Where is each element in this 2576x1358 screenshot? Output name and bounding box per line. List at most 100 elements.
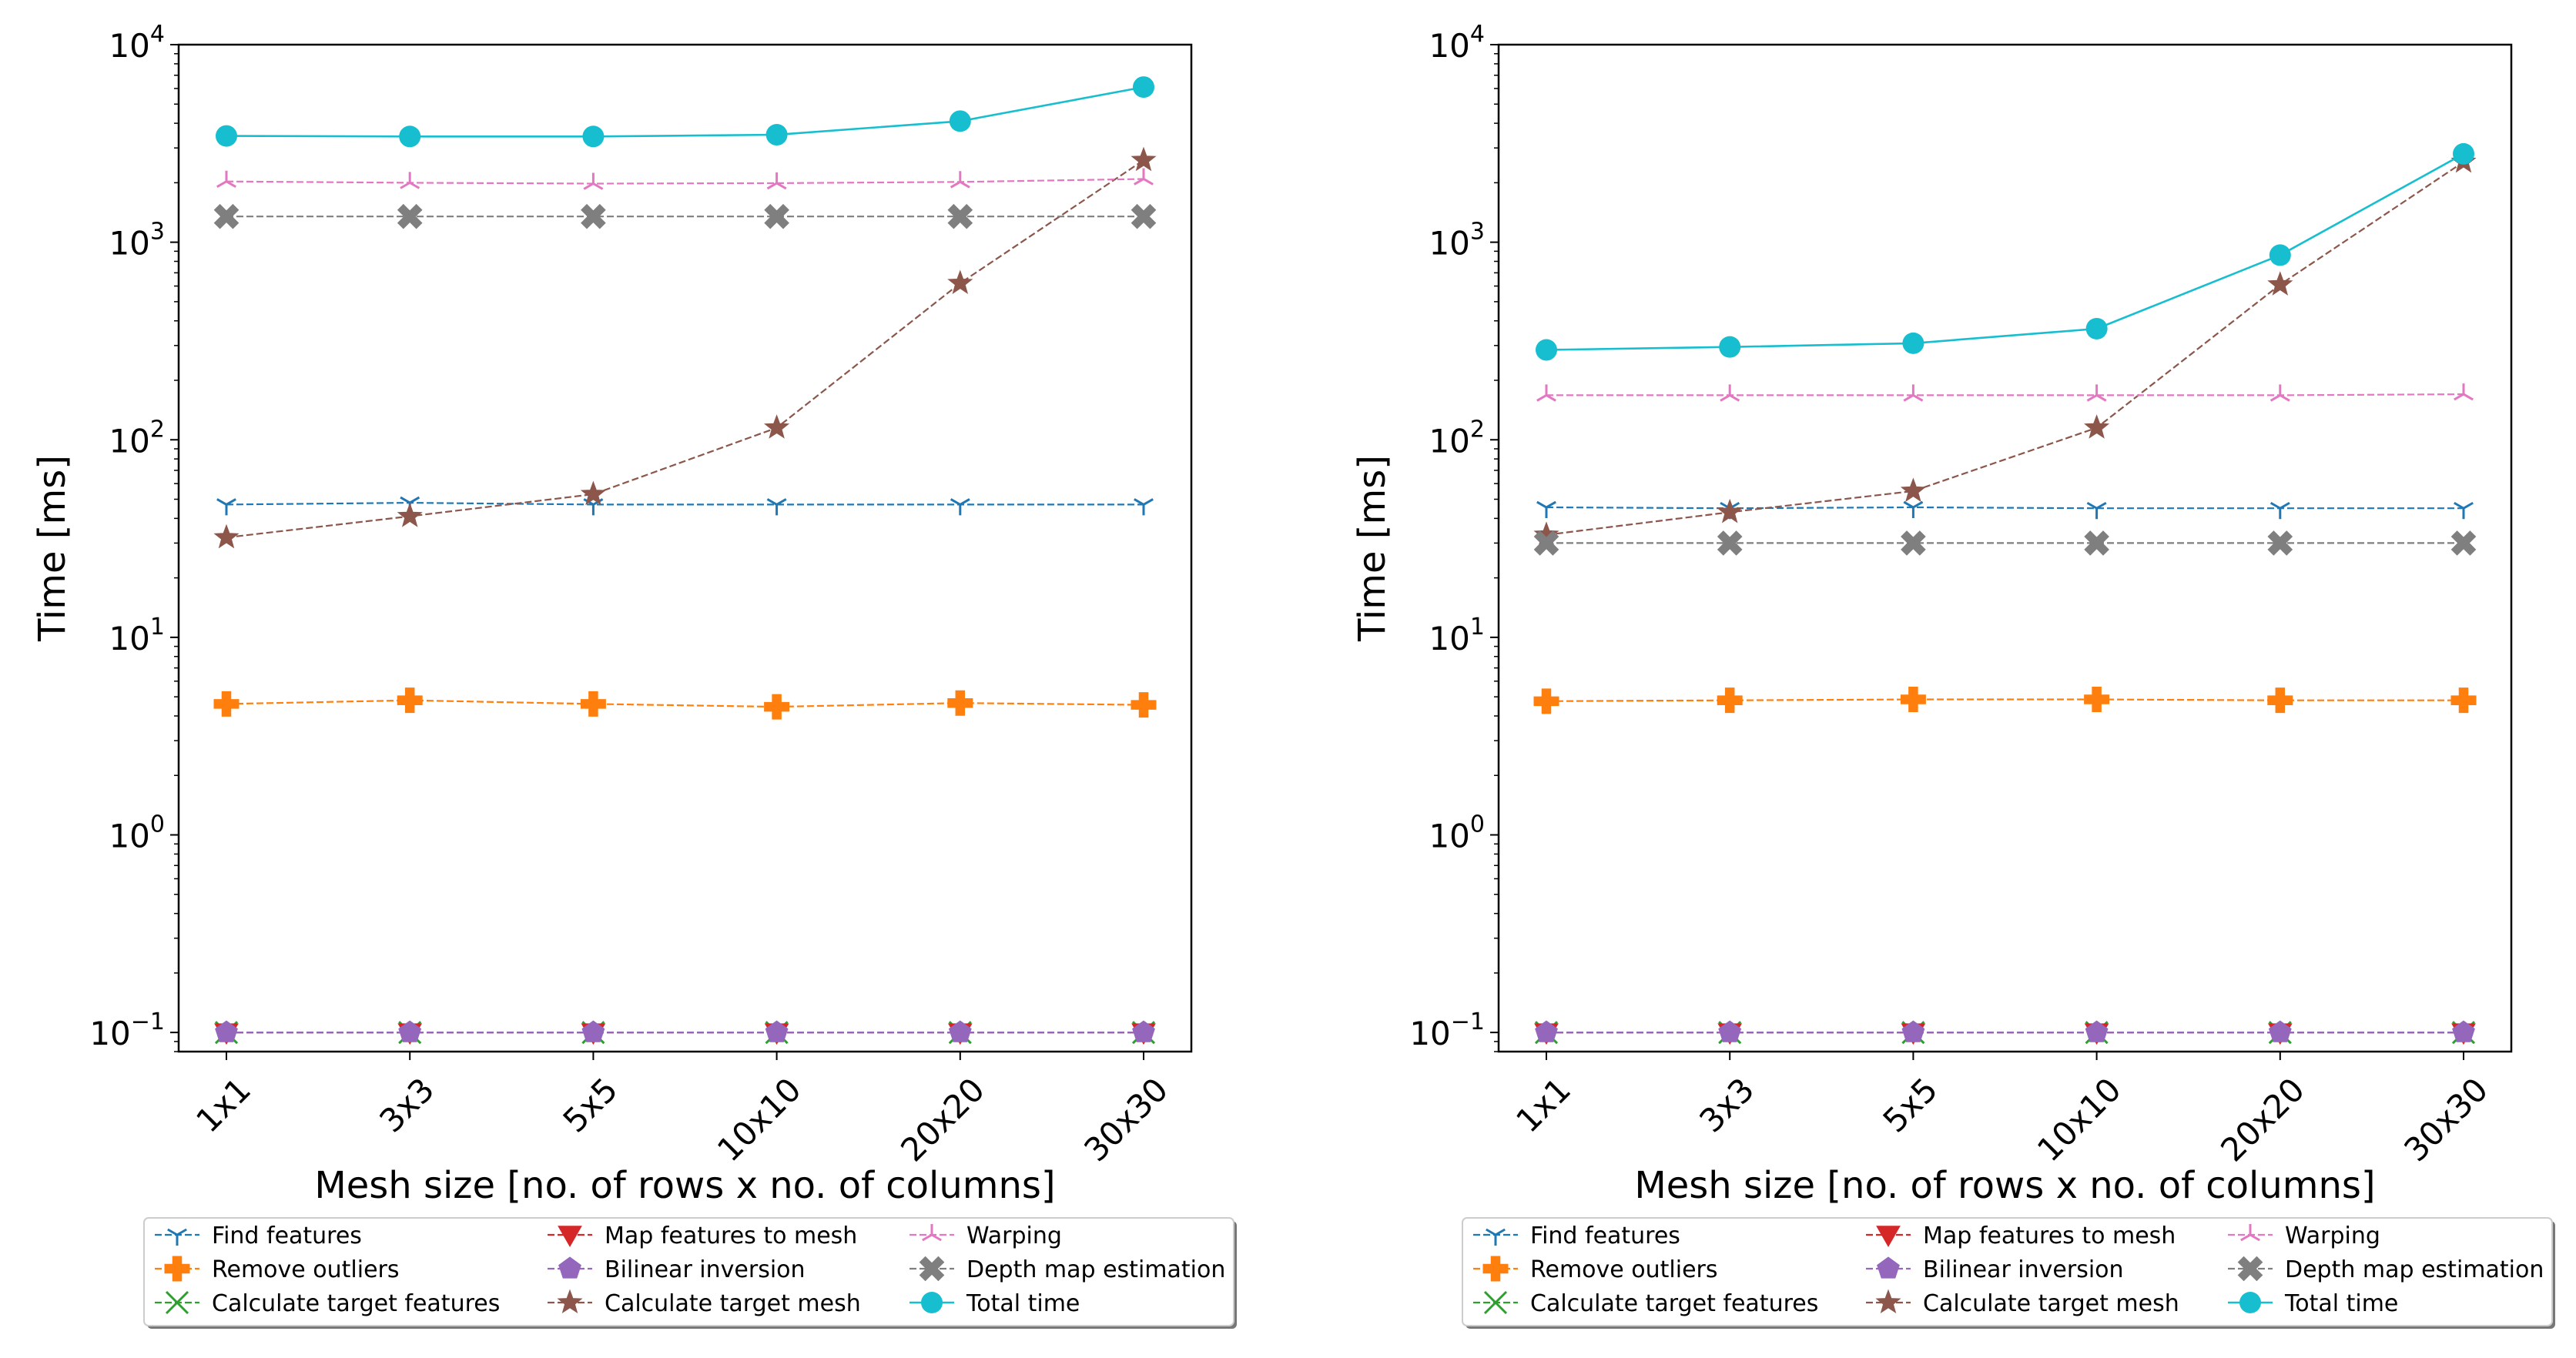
data-point [948,1020,972,1042]
legend-entry: Calculate target features [155,1290,500,1317]
data-point [1536,500,1556,519]
data-point [2269,501,2290,520]
series-total-time [1536,142,2474,361]
x-tick-label: 10x10 [710,1070,809,1169]
data-point [947,690,973,716]
data-point [2084,530,2109,556]
data-point [2084,414,2110,439]
data-point [1131,692,1157,718]
legend-entry: Map features to mesh [1866,1223,2176,1249]
data-point [216,498,236,516]
y-tick-label: 101 [109,614,165,657]
data-point [1902,332,1924,354]
data-point [1903,384,1924,402]
chart-panel-2: 10−1 100 101 102 103 104 1x1 3x3 5x5 10x10 20x20 30… [1351,21,2513,1207]
series-line [226,85,1144,138]
x-tick-label: 10x10 [2030,1070,2129,1169]
y-axis-label: Time [ms] [1351,455,1394,642]
data-point [213,691,240,717]
data-point [2267,530,2293,556]
legend-entry: Find features [1473,1223,1680,1249]
data-point [400,172,420,189]
legend-label: Calculate target features [212,1290,500,1317]
legend-marker [1875,1289,1901,1314]
x-tick-label: 1x1 [189,1070,258,1139]
x-tick-label: 3x3 [372,1070,441,1139]
data-point [213,203,240,229]
legend-marker [2237,1256,2263,1282]
data-point [1536,339,1557,361]
data-point [1132,1020,1155,1042]
x-tick-label: 5x5 [556,1070,625,1139]
data-point [2267,687,2293,714]
data-point [1901,1020,1925,1042]
data-point [1718,1020,1742,1042]
legend: Find features Remove outliers Calculate ta… [143,1217,1237,1329]
series-line [1546,698,2464,702]
data-point [2086,501,2107,520]
data-point [213,523,240,549]
legend-marker [167,1228,187,1246]
data-point [950,171,970,189]
legend-entry: Bilinear inversion [548,1256,806,1283]
data-point [2454,501,2474,520]
series-warping [216,168,1154,190]
y-tick-label: 100 [109,811,165,855]
legend-label: Warping [2285,1223,2380,1249]
legend-marker [557,1289,583,1314]
legend-label: Depth map estimation [2285,1256,2544,1283]
legend-marker [1876,1226,1901,1248]
data-point [1536,384,1556,402]
legend-box [143,1217,1234,1326]
x-tick-label: 5x5 [1876,1070,1945,1139]
data-point [2269,244,2291,266]
legend-label: Total time [2284,1290,2398,1317]
data-point [582,125,605,148]
data-point [1717,530,1743,556]
legend-label: Calculate target mesh [605,1290,861,1317]
legend-marker [921,1292,943,1313]
legend-entry: Warping [909,1223,1062,1249]
y-tick-label: 102 [109,416,165,460]
legend-label: Bilinear inversion [1923,1256,2124,1283]
series-line [226,178,1144,185]
y-tick-label: 103 [1429,219,1485,263]
data-point [1900,687,1926,713]
series-depth-map-estimation [1533,530,2477,556]
data-point [1719,336,1741,358]
data-point [764,694,790,720]
data-point [1533,688,1559,714]
series-map-features-to-mesh [1534,1023,2476,1045]
x-tick-label: 20x20 [2213,1070,2312,1169]
data-point [2450,530,2477,556]
data-point [949,110,971,132]
data-point [215,1020,238,1042]
data-point [1901,530,1926,556]
data-point [583,172,604,190]
data-point [2268,1020,2292,1042]
data-point [2267,271,2293,296]
y-tick-label: 10−1 [89,1008,165,1052]
series-line [1546,152,2464,351]
series-depth-map-estimation [213,203,1157,229]
data-point [581,203,606,229]
series-find-features [1536,500,2474,520]
legend-entry: Bilinear inversion [1866,1256,2124,1283]
legend-marker [1482,1256,1509,1282]
legend-entry: Find features [155,1223,362,1249]
legend-label: Map features to mesh [605,1223,857,1249]
legend-label: Remove outliers [212,1256,400,1283]
x-axis-label: Mesh size [no. of rows x no. of columns] [1634,1164,2375,1207]
x-tick-label: 1x1 [1509,1070,1578,1139]
series-line [1546,161,2464,536]
legend-marker [919,1256,945,1282]
data-point [764,414,790,439]
legend-marker [164,1256,190,1282]
data-point [1717,498,1743,523]
legend-label: Calculate target features [1530,1290,1818,1317]
legend-entry: Depth map estimation [2228,1256,2544,1283]
data-point [1133,76,1154,99]
y-tick-label: 102 [1429,416,1485,460]
y-tick-label: 10−1 [1409,1008,1485,1052]
legend-marker [2240,1224,2260,1242]
